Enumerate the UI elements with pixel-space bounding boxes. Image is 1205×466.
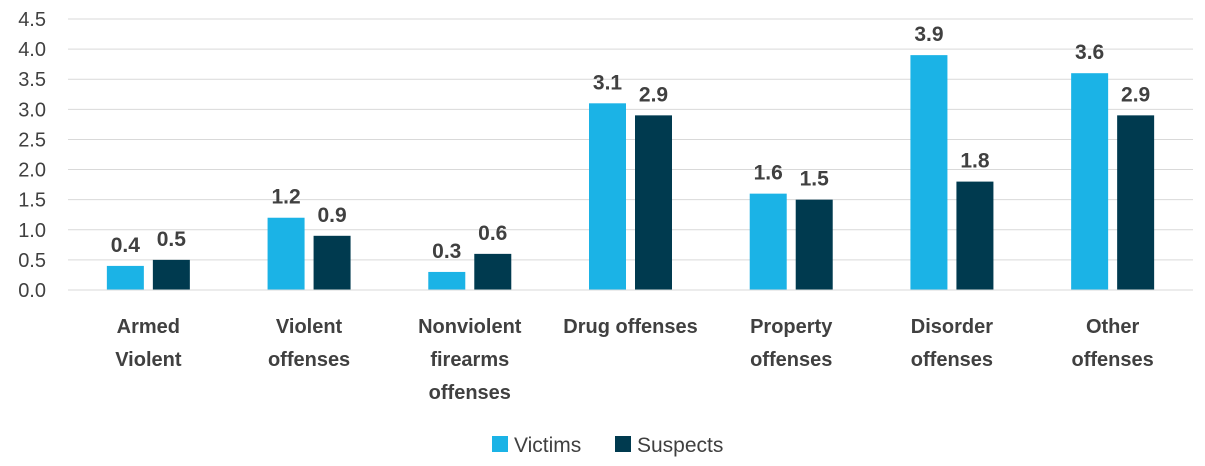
data-label: 0.5 — [157, 228, 187, 251]
data-label: 2.9 — [1121, 83, 1150, 106]
bar-victims — [1071, 73, 1109, 290]
x-category-label: firearms — [430, 349, 509, 371]
x-category-label: Other — [1086, 316, 1140, 338]
bar-victims — [267, 217, 305, 290]
x-category-label: offenses — [911, 349, 993, 371]
data-labels: 0.4 0.5 1.2 0.9 0.3 0.6 3.1 2.9 1.6 1.5 3.9 1.8 3.6 2… — [111, 23, 1150, 263]
x-axis: Armed Violent Violent offenses Nonviolent fir… — [68, 289, 1193, 404]
x-category-label: Property — [750, 316, 833, 338]
bar-suspects — [152, 259, 190, 290]
y-tick-label: 0.0 — [18, 280, 46, 302]
bar-suspects — [956, 181, 994, 290]
data-label: 2.9 — [639, 83, 668, 106]
legend-label-suspects: Suspects — [637, 434, 723, 457]
data-label: 3.9 — [914, 23, 943, 46]
x-category-label: offenses — [1072, 349, 1154, 371]
y-tick-label: 1.5 — [18, 190, 46, 212]
y-tick-label: 3.5 — [18, 69, 46, 91]
y-axis: 0.0 0.5 1.0 1.5 2.0 2.5 3.0 3.5 4.0 4.5 — [18, 9, 46, 302]
y-tick-label: 2.5 — [18, 129, 46, 151]
x-category-label: Disorder — [911, 316, 993, 338]
data-label: 1.6 — [754, 162, 783, 185]
bar-victims — [910, 55, 948, 291]
bars — [106, 55, 1155, 291]
legend-swatch-victims — [492, 436, 508, 452]
data-label: 3.6 — [1075, 41, 1104, 64]
y-tick-label: 4.0 — [18, 39, 46, 61]
bar-suspects — [795, 199, 833, 290]
bar-suspects — [635, 115, 672, 290]
data-label: 3.1 — [593, 71, 623, 94]
x-category-label: Nonviolent — [418, 316, 522, 338]
gridlines — [68, 18, 1193, 291]
data-label: 0.3 — [432, 240, 461, 263]
data-label: 0.6 — [478, 222, 507, 245]
bar-suspects — [474, 253, 512, 290]
x-category-label: offenses — [268, 349, 350, 371]
y-tick-label: 2.0 — [18, 160, 46, 182]
bar-suspects — [313, 235, 351, 290]
legend: Victims Suspects — [492, 434, 723, 457]
data-label: 0.4 — [111, 234, 141, 257]
bar-victims — [428, 271, 466, 290]
data-label: 1.2 — [271, 186, 300, 209]
data-label: 0.9 — [317, 204, 346, 227]
x-category-label: Drug offenses — [563, 316, 697, 338]
legend-label-victims: Victims — [514, 434, 581, 457]
x-category-label: Violent — [276, 316, 343, 338]
x-category-label: Violent — [115, 349, 182, 371]
bar-victims — [589, 103, 626, 290]
legend-swatch-suspects — [615, 436, 631, 452]
data-label: 1.5 — [800, 168, 830, 191]
y-tick-label: 1.0 — [18, 220, 46, 242]
bar-victims — [106, 265, 144, 290]
y-tick-label: 0.5 — [18, 250, 46, 272]
x-category-label: offenses — [429, 382, 511, 404]
x-category-label: Armed — [117, 316, 180, 338]
x-category-label: offenses — [750, 349, 832, 371]
y-tick-label: 4.5 — [18, 9, 46, 31]
bar-victims — [749, 193, 787, 290]
y-tick-label: 3.0 — [18, 99, 46, 121]
bar-suspects — [1117, 115, 1155, 290]
data-label: 1.8 — [960, 150, 990, 173]
